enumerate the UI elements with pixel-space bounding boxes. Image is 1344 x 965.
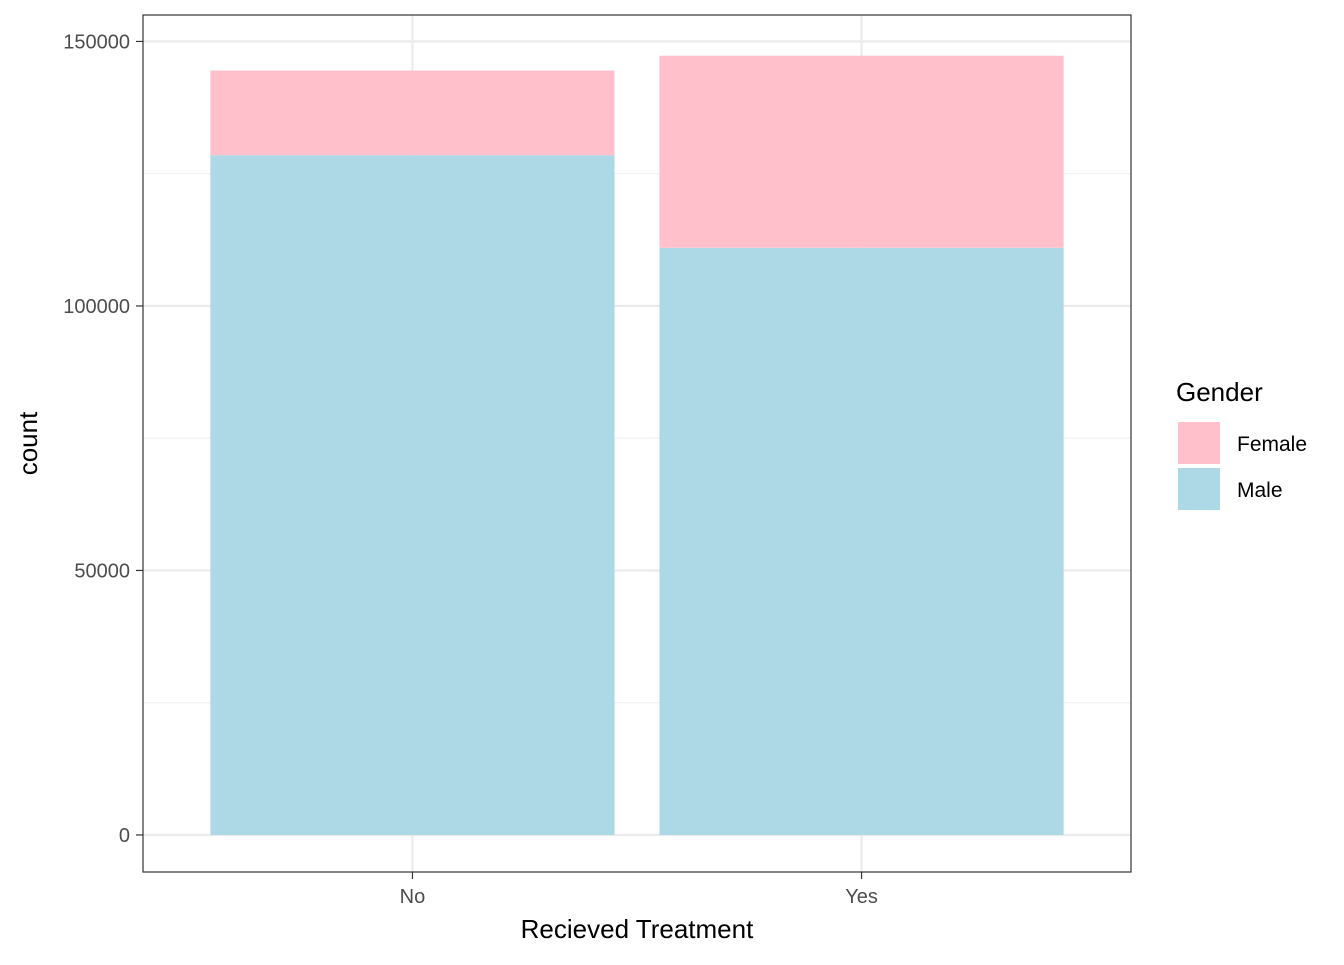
legend-key-male (1178, 468, 1220, 510)
y-axis-title: count (13, 411, 43, 475)
x-tick-label: Yes (845, 886, 878, 908)
y-tick-label: 150000 (63, 31, 130, 53)
y-tick-label: 100000 (63, 296, 130, 318)
legend: Gender Female Male (1176, 377, 1307, 510)
legend-title: Gender (1176, 377, 1263, 407)
legend-label-male: Male (1237, 479, 1283, 502)
bars (210, 55, 1064, 835)
bar-male-yes (659, 247, 1064, 835)
x-axis-title: Recieved Treatment (521, 914, 754, 944)
bar-female-yes (659, 55, 1064, 248)
legend-key-female (1178, 422, 1220, 464)
bar-female-no (210, 70, 615, 156)
y-tick-label: 50000 (74, 560, 130, 582)
axes: 0 50000 100000 150000 No Yes (63, 31, 878, 908)
legend-label-female: Female (1237, 433, 1307, 456)
x-tick-label: No (400, 886, 426, 908)
plot-panel-border (142, 14, 1132, 873)
y-tick-label: 0 (119, 825, 130, 847)
bar-male-no (210, 155, 615, 835)
